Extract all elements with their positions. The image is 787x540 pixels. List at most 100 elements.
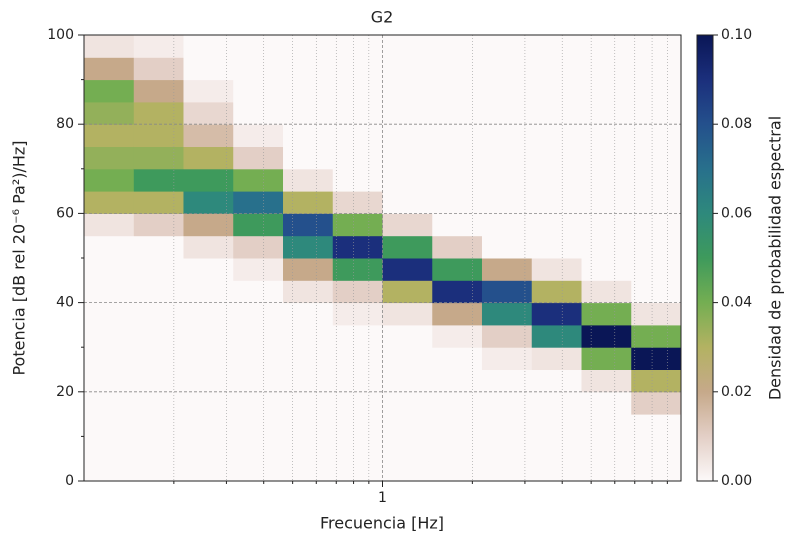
heat-cell: [233, 414, 284, 437]
heat-cell: [283, 57, 334, 81]
heat-cell: [133, 168, 184, 192]
heat-cell: [631, 369, 682, 393]
heat-cell: [233, 124, 284, 147]
chart-title: G2: [371, 8, 394, 27]
heat-cell: [183, 258, 234, 281]
heat-cell: [283, 347, 334, 370]
heat-cell: [382, 391, 433, 415]
heat-cell: [581, 458, 632, 482]
heat-cell: [531, 168, 583, 192]
heat-cell: [332, 347, 383, 370]
heat-cell: [382, 57, 433, 81]
heat-cell: [432, 458, 483, 482]
heat-cell: [631, 436, 682, 460]
heat-cell: [283, 302, 334, 326]
heat-cell: [481, 391, 533, 415]
heat-cell: [382, 347, 433, 370]
heat-cell: [631, 35, 682, 58]
colorbar-tick-label: 0.00: [721, 473, 752, 489]
heat-cell: [631, 258, 682, 281]
heat-cell: [332, 369, 383, 393]
heat-cell: [531, 302, 583, 326]
heat-cell: [631, 414, 682, 437]
heat-cell: [332, 302, 383, 326]
heat-cell: [332, 57, 383, 81]
heat-cell: [233, 191, 284, 214]
heat-cell: [382, 101, 433, 125]
heat-cell: [183, 391, 234, 415]
heat-cell: [84, 124, 135, 147]
heat-cell: [332, 280, 383, 304]
heat-cell: [581, 168, 632, 192]
heat-cell: [382, 369, 433, 393]
heat-cell: [432, 168, 483, 192]
heat-cell: [531, 124, 583, 147]
heat-cell: [631, 458, 682, 482]
heat-cell: [432, 302, 483, 326]
heat-cell: [581, 191, 632, 214]
colorbar-tick-label: 0.04: [721, 295, 752, 311]
heat-cell: [631, 324, 682, 348]
heat-cell: [631, 191, 682, 214]
heat-cell: [432, 391, 483, 415]
heat-cell: [233, 369, 284, 393]
heat-cell: [581, 146, 632, 170]
heat-cell: [531, 436, 583, 460]
heat-cell: [631, 235, 682, 259]
heat-cell: [531, 369, 583, 393]
heat-cell: [432, 347, 483, 370]
heat-cell: [84, 79, 135, 103]
heat-cell: [382, 146, 433, 170]
heat-cell: [332, 324, 383, 348]
heat-cell: [283, 213, 334, 237]
heat-cell: [84, 213, 135, 237]
heat-cell: [581, 280, 632, 304]
heat-cell: [133, 369, 184, 393]
heat-cell: [233, 101, 284, 125]
heat-cell: [531, 414, 583, 437]
heat-cell: [183, 235, 234, 259]
heat-cell: [183, 57, 234, 81]
heat-cell: [84, 235, 135, 259]
heat-cell: [283, 280, 334, 304]
heat-cell: [84, 324, 135, 348]
heat-cell: [382, 436, 433, 460]
heat-cell: [332, 146, 383, 170]
heat-cell: [382, 35, 433, 58]
heat-cell: [481, 79, 533, 103]
heat-cell: [581, 35, 632, 58]
heat-cell: [481, 258, 533, 281]
heat-cell: [531, 213, 583, 237]
heat-cell: [133, 414, 184, 437]
heat-cell: [183, 35, 234, 58]
heat-cell: [531, 191, 583, 214]
heat-cell: [84, 280, 135, 304]
heat-cell: [133, 302, 184, 326]
heat-cell: [481, 191, 533, 214]
heat-cell: [332, 124, 383, 147]
heat-cell: [283, 124, 334, 147]
heat-cell: [183, 124, 234, 147]
heat-cell: [233, 235, 284, 259]
heat-cell: [531, 79, 583, 103]
heat-cell: [283, 235, 334, 259]
heat-cell: [332, 213, 383, 237]
heat-cell: [84, 57, 135, 81]
heat-cell: [481, 302, 533, 326]
heat-cell: [581, 324, 632, 348]
heat-cell: [581, 213, 632, 237]
heat-cell: [432, 35, 483, 58]
heat-cell: [84, 258, 135, 281]
heat-cell: [481, 213, 533, 237]
heat-cell: [481, 324, 533, 348]
heat-cell: [283, 191, 334, 214]
heat-cell: [233, 57, 284, 81]
heat-cell: [631, 57, 682, 81]
heat-cell: [133, 101, 184, 125]
heat-cell: [432, 280, 483, 304]
heat-cell: [133, 235, 184, 259]
heat-cell: [283, 414, 334, 437]
heat-cell: [183, 191, 234, 214]
heat-cell: [481, 235, 533, 259]
heat-cell: [283, 79, 334, 103]
